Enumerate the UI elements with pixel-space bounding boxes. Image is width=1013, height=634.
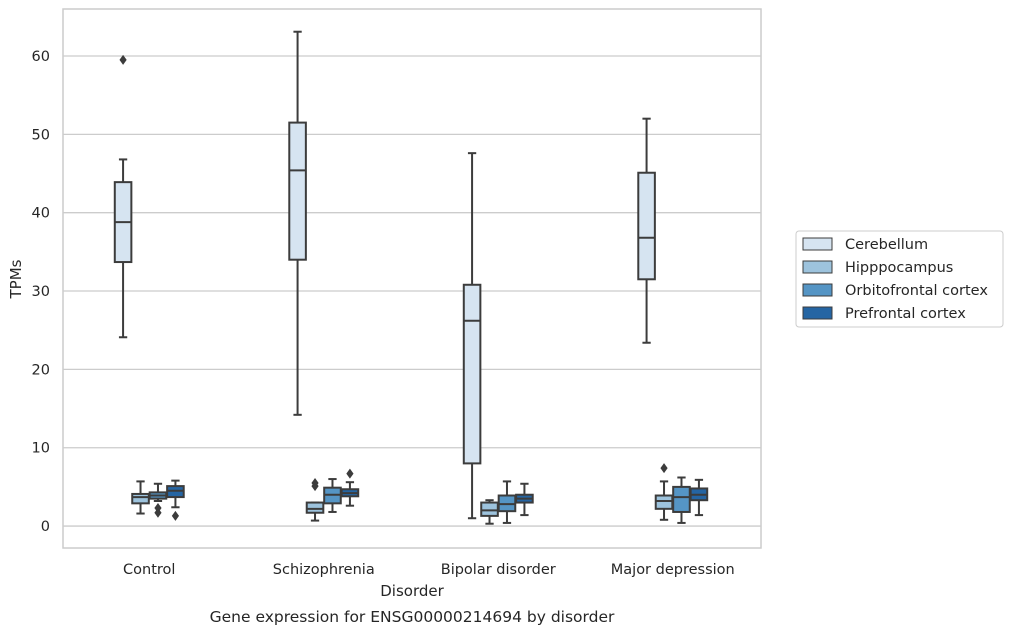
box-cerebellum-schizophrenia (288, 30, 307, 416)
legend-label-orbitofrontal-cortex: Orbitofrontal cortex (845, 283, 988, 299)
x-tick-label-bipolar-disorder: Bipolar disorder (441, 562, 556, 578)
box-cerebellum-bipolar-disorder-iqr (462, 283, 482, 465)
x-tick-label-schizophrenia: Schizophrenia (273, 562, 375, 578)
box-prefrontal-cortex-control-outlier-0 (171, 510, 180, 521)
box-hipppocampus-major-depression-iqr (654, 494, 674, 510)
y-tick-label-30: 30 (32, 284, 50, 300)
legend-label-hippocampus: Hipppocampus (845, 260, 953, 276)
box-prefrontal-cortex-schizophrenia-outlier-0 (346, 468, 354, 479)
box-hipppocampus-bipolar-disorder-iqr (480, 501, 499, 517)
box-series (113, 30, 709, 525)
legend-swatch-prefrontal-cortex (802, 306, 833, 320)
box-hipppocampus-schizophrenia (305, 477, 325, 522)
box-hipppocampus-control-iqr (131, 492, 150, 505)
x-tick-labels: Control Schizophrenia Bipolar disorder Majo… (123, 562, 735, 578)
x-tick-label-control: Control (123, 562, 175, 578)
y-tick-label-20: 20 (32, 362, 50, 378)
box-hipppocampus-control (131, 480, 150, 515)
box-orbitofrontal-cortex-major-depression (672, 476, 691, 524)
box-prefrontal-cortex-bipolar-disorder (515, 482, 534, 517)
box-cerebellum-control (113, 54, 133, 339)
y-tick-label-10: 10 (32, 441, 50, 457)
legend-swatch-hippocampus (802, 260, 833, 274)
box-prefrontal-cortex-schizophrenia (340, 468, 360, 507)
x-tick-label-major-depression: Major depression (611, 562, 735, 578)
box-cerebellum-schizophrenia-iqr (288, 121, 307, 261)
box-cerebellum-major-depression (637, 117, 656, 344)
box-cerebellum-major-depression-iqr (637, 171, 656, 281)
box-hipppocampus-major-depression (654, 463, 674, 521)
box-orbitofrontal-cortex-schizophrenia (323, 478, 342, 513)
y-tick-label-60: 60 (32, 49, 50, 65)
box-orbitofrontal-cortex-control (148, 482, 168, 518)
x-axis-label: Disorder (380, 582, 444, 600)
y-tick-label-40: 40 (32, 206, 50, 222)
box-cerebellum-bipolar-disorder (462, 152, 482, 520)
box-cerebellum-control-outlier-0 (119, 54, 127, 65)
legend: Cerebellum Hipppocampus Orbitofrontal co… (795, 230, 1004, 328)
box-orbitofrontal-cortex-major-depression-iqr (672, 485, 691, 513)
box-hipppocampus-schizophrenia-outlier-1 (311, 477, 319, 488)
box-orbitofrontal-cortex-bipolar-disorder (497, 480, 517, 524)
box-prefrontal-cortex-major-depression (689, 478, 709, 517)
grid-lines (63, 55, 761, 527)
legend-label-prefrontal-cortex: Prefrontal cortex (845, 306, 966, 322)
box-hipppocampus-major-depression-outlier-0 (660, 463, 668, 474)
box-hipppocampus-schizophrenia-iqr (305, 501, 325, 514)
legend-swatch-cerebellum (802, 237, 833, 251)
chart-caption: Gene expression for ENSG00000214694 by d… (210, 608, 615, 626)
legend-swatch-orbitofrontal-cortex (802, 283, 833, 297)
y-tick-label-50: 50 (32, 127, 50, 143)
box-prefrontal-cortex-control (166, 479, 185, 521)
y-tick-label-0: 0 (41, 519, 50, 535)
y-tick-labels: 0 10 20 30 40 50 60 (32, 49, 50, 535)
legend-label-cerebellum: Cerebellum (845, 237, 928, 253)
box-orbitofrontal-cortex-control-outlier-1 (154, 503, 162, 514)
legend-frame (795, 230, 1004, 328)
y-axis-label: TPMs (7, 259, 25, 299)
box-hipppocampus-bipolar-disorder (480, 499, 499, 525)
plot-frame (62, 8, 762, 549)
